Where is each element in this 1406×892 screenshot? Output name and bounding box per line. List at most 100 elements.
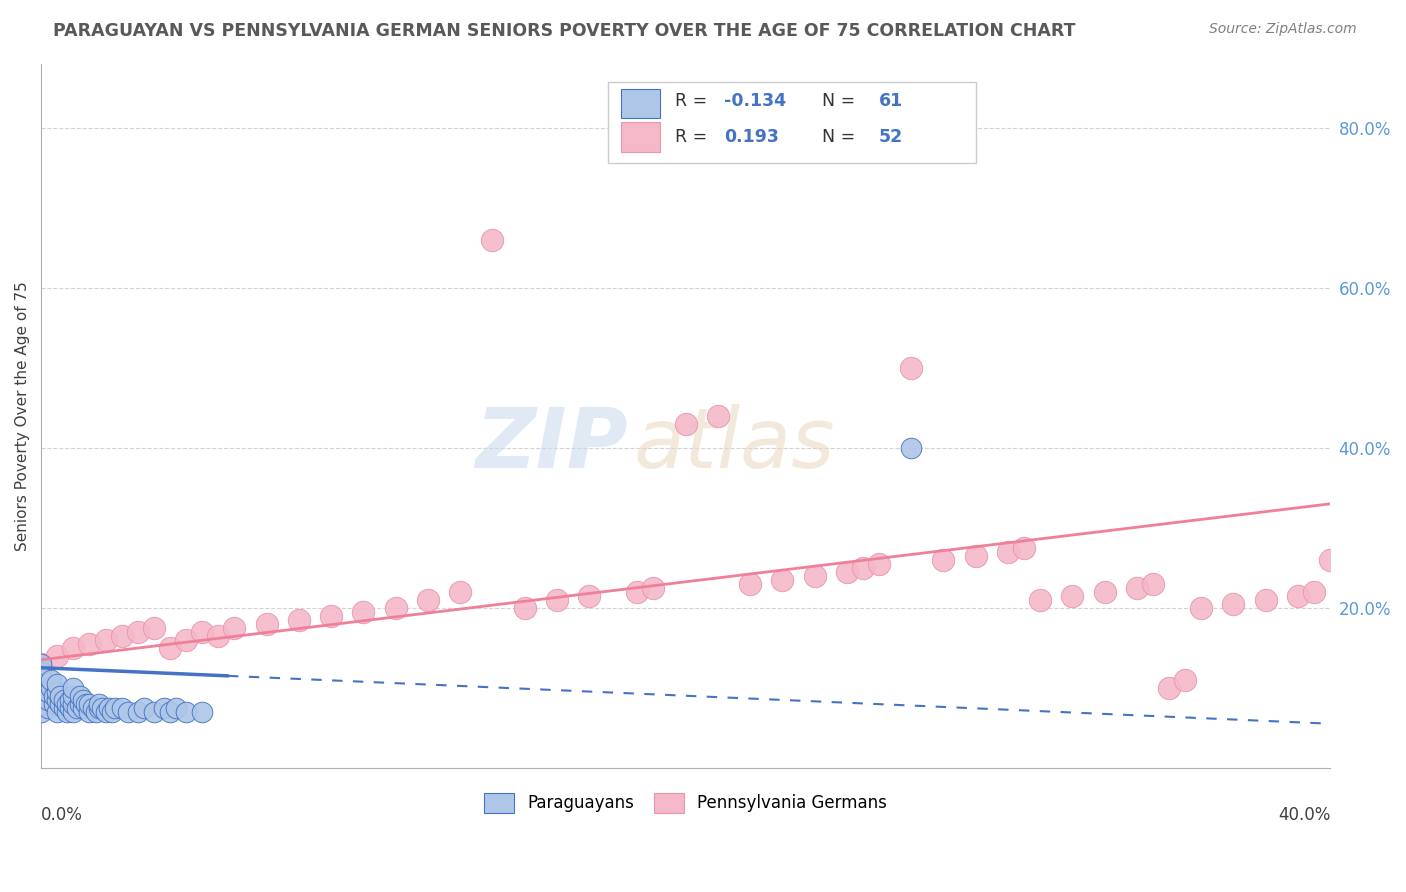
- Point: [46, 648, 69, 663]
- Point: [1222, 597, 1244, 611]
- Text: atlas: atlas: [634, 403, 835, 484]
- Point: [79, 697, 101, 711]
- Y-axis label: Seniors Poverty Over the Age of 75: Seniors Poverty Over the Age of 75: [15, 281, 30, 550]
- Point: [191, 624, 214, 639]
- Point: [174, 632, 197, 647]
- Point: [127, 624, 149, 639]
- Point: [643, 581, 665, 595]
- Point: [111, 629, 134, 643]
- Point: [134, 700, 156, 714]
- Point: [965, 549, 987, 563]
- Point: [62, 689, 84, 703]
- Point: [42, 689, 65, 703]
- Point: [152, 700, 174, 714]
- Point: [932, 553, 955, 567]
- Point: [1029, 592, 1052, 607]
- Point: [852, 561, 875, 575]
- Point: [69, 697, 91, 711]
- Point: [94, 705, 117, 719]
- Point: [30, 705, 52, 719]
- Point: [449, 584, 471, 599]
- Point: [207, 629, 229, 643]
- Point: [224, 621, 246, 635]
- Point: [738, 576, 761, 591]
- Point: [159, 705, 181, 719]
- Point: [321, 608, 343, 623]
- Point: [481, 233, 503, 247]
- Point: [1303, 584, 1326, 599]
- Point: [84, 705, 107, 719]
- Point: [46, 677, 69, 691]
- Point: [82, 700, 104, 714]
- Point: [384, 600, 406, 615]
- Point: [69, 689, 91, 703]
- Point: [30, 677, 52, 691]
- Point: [75, 697, 97, 711]
- Point: [94, 632, 117, 647]
- Point: [174, 705, 197, 719]
- Point: [803, 569, 825, 583]
- Point: [288, 613, 311, 627]
- Point: [37, 684, 59, 698]
- Point: [117, 705, 139, 719]
- Point: [87, 700, 110, 714]
- Point: [1062, 589, 1084, 603]
- Point: [30, 669, 52, 683]
- Point: [416, 592, 439, 607]
- Text: 52: 52: [879, 128, 903, 145]
- Point: [1157, 681, 1180, 695]
- Point: [30, 665, 52, 679]
- Point: [49, 689, 72, 703]
- Point: [770, 573, 793, 587]
- Point: [30, 673, 52, 687]
- Point: [65, 700, 87, 714]
- Point: [62, 705, 84, 719]
- Text: Source: ZipAtlas.com: Source: ZipAtlas.com: [1209, 22, 1357, 37]
- Point: [626, 584, 648, 599]
- Point: [104, 700, 127, 714]
- Text: N =: N =: [811, 93, 860, 111]
- Point: [142, 621, 165, 635]
- Point: [707, 409, 730, 423]
- Point: [97, 700, 120, 714]
- Text: R =: R =: [675, 128, 713, 145]
- Point: [46, 692, 69, 706]
- Point: [191, 705, 214, 719]
- Point: [1174, 673, 1197, 687]
- Point: [111, 700, 134, 714]
- Point: [59, 692, 82, 706]
- Point: [87, 697, 110, 711]
- Text: ZIP: ZIP: [475, 403, 627, 484]
- Point: [49, 697, 72, 711]
- Point: [30, 697, 52, 711]
- Point: [37, 700, 59, 714]
- Point: [79, 637, 101, 651]
- Point: [62, 640, 84, 655]
- Point: [62, 697, 84, 711]
- Text: -0.134: -0.134: [724, 93, 786, 111]
- Point: [256, 616, 278, 631]
- Point: [1142, 576, 1164, 591]
- Point: [46, 705, 69, 719]
- Point: [30, 657, 52, 671]
- FancyBboxPatch shape: [621, 122, 659, 152]
- Point: [30, 657, 52, 671]
- Point: [1094, 584, 1116, 599]
- Point: [30, 681, 52, 695]
- Text: N =: N =: [811, 128, 860, 145]
- Point: [166, 700, 188, 714]
- Point: [868, 557, 890, 571]
- Text: 61: 61: [879, 93, 903, 111]
- Point: [46, 684, 69, 698]
- Point: [352, 605, 374, 619]
- Text: 40.0%: 40.0%: [1278, 806, 1330, 824]
- Point: [91, 700, 114, 714]
- Text: 0.193: 0.193: [724, 128, 779, 145]
- FancyBboxPatch shape: [609, 82, 976, 162]
- Point: [30, 689, 52, 703]
- Point: [72, 700, 94, 714]
- Text: PARAGUAYAN VS PENNSYLVANIA GERMAN SENIORS POVERTY OVER THE AGE OF 75 CORRELATION: PARAGUAYAN VS PENNSYLVANIA GERMAN SENIOR…: [53, 22, 1076, 40]
- Point: [1189, 600, 1212, 615]
- Point: [39, 673, 62, 687]
- Point: [101, 705, 124, 719]
